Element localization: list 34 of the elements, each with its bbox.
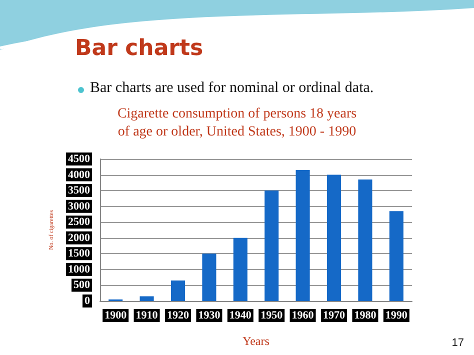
y-tick-label: 500 xyxy=(74,279,90,292)
y-tick-label: 0 xyxy=(84,295,90,307)
x-tick-label: 1990 xyxy=(385,310,408,322)
y-tick-label: 2000 xyxy=(68,232,90,244)
y-tick-label: 3000 xyxy=(68,200,90,212)
x-tick-label: 1970 xyxy=(323,310,346,322)
bar xyxy=(326,174,342,301)
bar xyxy=(264,190,279,301)
x-tick-label: 1910 xyxy=(136,310,158,322)
y-tick-label: 1000 xyxy=(68,263,90,276)
x-tick-label: 1950 xyxy=(260,310,284,322)
y-tick-label: 3500 xyxy=(68,184,90,197)
y-tick-label: 4000 xyxy=(68,168,90,181)
chart-title: Cigarette consumption of persons 18 years of age or older, United States, 1900 - 1990 xyxy=(117,106,357,140)
x-tick-label: 1930 xyxy=(198,310,221,322)
text: Bar charts are used for nominal or ordinal data. xyxy=(90,80,374,97)
y-tick-label: 2500 xyxy=(68,216,90,228)
bar xyxy=(358,180,372,301)
bar xyxy=(296,170,310,301)
x-tick-label: 1960 xyxy=(292,310,314,322)
text: 17 xyxy=(452,337,464,349)
bar xyxy=(233,238,248,301)
x-axis-title: Years xyxy=(242,334,270,348)
x-tick-label: 1920 xyxy=(167,310,190,322)
bar xyxy=(389,211,404,301)
y-tick-label: 1500 xyxy=(68,248,90,260)
text: Bar charts xyxy=(75,36,204,61)
x-tick-label: 1980 xyxy=(354,310,377,322)
bar xyxy=(140,296,154,301)
y-tick-label: 4500 xyxy=(68,153,90,165)
x-tick-label: 1900 xyxy=(104,310,128,322)
bar xyxy=(202,254,216,301)
x-tick-label: 1940 xyxy=(229,310,252,322)
bar xyxy=(170,280,186,301)
